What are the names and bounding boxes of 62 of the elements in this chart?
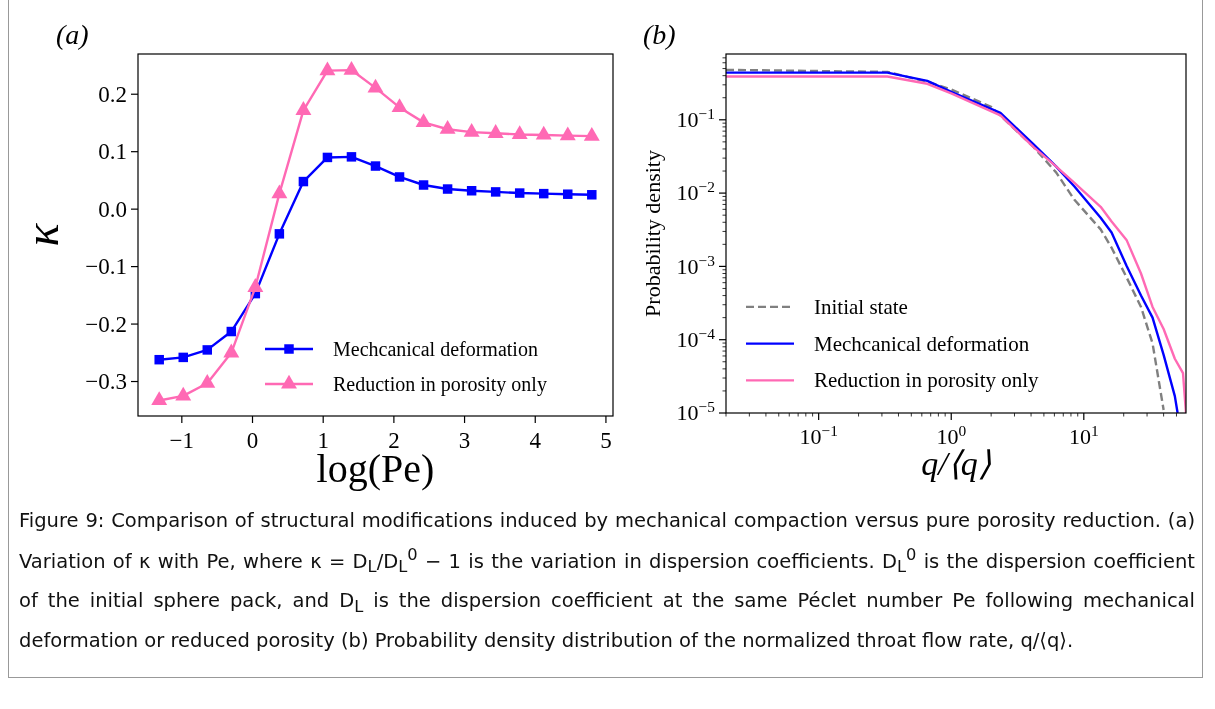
point [490, 187, 501, 197]
point [295, 101, 312, 115]
point [367, 78, 384, 93]
y-tick-label: 0.1 [98, 139, 127, 165]
point [463, 122, 480, 137]
point [442, 184, 453, 194]
y-tick-label: 10$^{−3}$ [676, 251, 716, 279]
point [343, 60, 360, 75]
point [538, 188, 549, 199]
legend-label: Mechcanical deformation [814, 331, 1030, 356]
point [370, 161, 381, 171]
x-tick-label: 0 [246, 427, 259, 453]
point [511, 125, 528, 140]
point [154, 354, 164, 365]
point [563, 189, 573, 199]
y-tick-label: −0.1 [85, 254, 127, 280]
point [439, 120, 456, 134]
point [418, 180, 429, 190]
point [298, 176, 309, 187]
point [391, 98, 408, 113]
y-tick-label: 10$^{−2}$ [676, 177, 715, 206]
point [202, 345, 213, 355]
point [322, 152, 333, 163]
point [394, 172, 405, 182]
y-tick-label: −0.3 [85, 369, 127, 395]
y-tick-label: −0.2 [85, 311, 127, 337]
x-tick-label: 10$^{−1}$ [799, 421, 838, 449]
point [535, 125, 552, 140]
y-tick-label: 10$^{−1}$ [676, 104, 715, 133]
chart-title: (b) [643, 19, 676, 50]
point [271, 184, 288, 199]
point [559, 126, 576, 141]
x-tick-label: 5 [600, 427, 612, 453]
x-tick-label: 10$^{1}$ [1068, 421, 1099, 449]
point [583, 126, 600, 141]
point [226, 326, 237, 337]
y-axis-title: κ [15, 222, 68, 247]
y-tick-label: 0.2 [98, 81, 127, 107]
point [178, 352, 188, 363]
legend-label: Reduction in porosity only [333, 372, 547, 396]
x-tick-label: −1 [169, 427, 195, 453]
point [346, 152, 357, 162]
x-tick-label: 4 [529, 427, 542, 453]
legend-label: Mechcanical deformation [333, 337, 538, 360]
point [466, 186, 477, 196]
y-tick-label: 0.0 [98, 196, 127, 222]
point [274, 229, 285, 239]
x-tick-label: 3 [458, 427, 471, 453]
y-axis-title: Probability density [640, 150, 665, 317]
text: Figure 9: Comparison of structural modifications induced by mechanical compaction versus pure porosity reduction. (a) Variation of κ with Pe, where κ = D$_{L}$/D$_{L}$$^{0}$ − 1 is the variation in dispersion coefficients. D$_{L}$$^{0}$ is the dispersion coefficient of the initial sphere pack, and D$_{L}$ is the dispersion coefficient at the same Péclet number Pe following mechanical deformation or reduced porosity (b) Probability density distribution of the normalized throat flow rate, q/⟨q⟩. [19, 509, 1195, 653]
x-tick-label: 2 [388, 427, 400, 453]
point [415, 113, 432, 127]
point [319, 61, 336, 76]
y-tick-label: 10$^{−4}$ [676, 324, 716, 352]
point [587, 190, 597, 200]
chart-title: (a) [56, 19, 89, 50]
point [514, 188, 525, 198]
legend-label: Reduction in porosity only [814, 368, 1040, 393]
point [487, 124, 504, 138]
legend-label: Initial state [814, 294, 908, 319]
x-tick-label: 1 [317, 427, 329, 453]
y-tick-label: 10$^{−5}$ [676, 397, 716, 426]
